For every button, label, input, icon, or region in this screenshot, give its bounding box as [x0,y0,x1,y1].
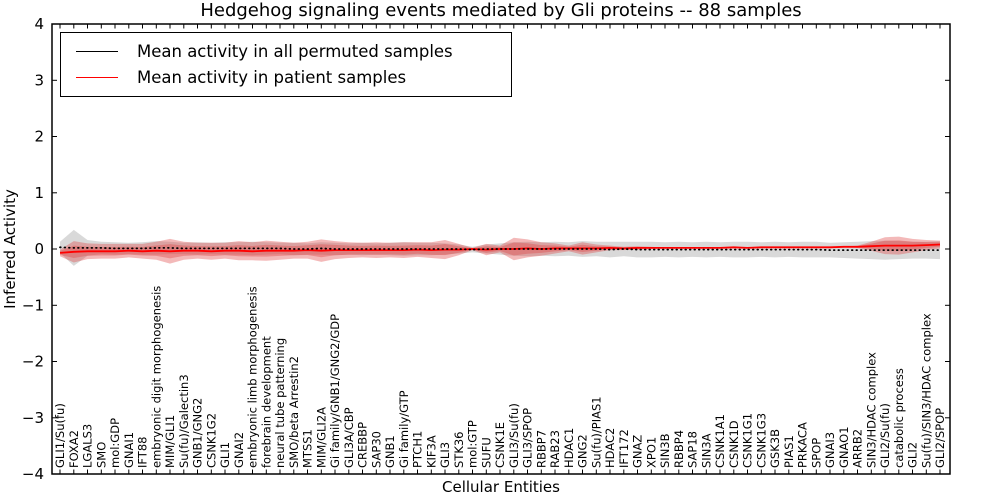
x-tick-label: GSK3B [768,429,782,468]
x-tick-label: GLI3 [438,442,452,468]
x-tick-label: GLI3A/CBP [342,407,356,468]
x-tick-label: SIN3B [658,433,672,468]
x-tick-label: RBBP4 [672,430,686,468]
x-tick-label: GNAI3 [823,432,837,468]
x-tick-label: LGALS3 [81,424,95,468]
x-tick-label: STK36 [452,432,466,469]
x-tick-label: forebrain development [259,336,273,468]
x-tick-label: CSNK1G1 [741,413,755,468]
legend-entry-permuted: Mean activity in all permuted samples [61,42,511,61]
x-tick-label: mol:GTP [466,420,480,468]
x-tick-label: MIM/GLI1 [163,415,177,468]
x-tick-label: mol:GDP [108,418,122,468]
x-tick-label: neural tube patterning [273,338,287,468]
y-tick-label: 4 [34,15,44,33]
x-tick-label: SMO [95,442,109,468]
x-tick-label: PTCH1 [411,431,425,468]
y-tick-label: −3 [22,409,44,427]
y-tick-label: 1 [34,184,44,202]
x-tick-label: CSNK1A1 [713,414,727,468]
x-tick-label: IFT88 [136,437,150,468]
x-tick-labels: GLI1/Su(fu) FOXA2 LGALS3 SMO mol:GDP GNAI1 IFT… [53,286,947,468]
x-tick-label: IFT172 [617,429,631,468]
y-tick-labels: 4 3 2 1 0 −1 −2 −3 −4 [22,15,44,483]
x-tick-label: GLI3/Su(fu) [507,403,521,468]
y-tick-label: −2 [22,353,44,371]
x-tick-label: GLI2 [906,442,920,468]
legend-line-patient-icon [76,76,118,78]
x-tick-label: catabolic process [892,368,906,468]
x-tick-label: GLI2/Su(fu) [878,403,892,468]
x-tick-label: CREBBP [356,422,370,468]
x-tick-label: GNB1/GNG2 [191,398,205,468]
x-tick-label: SPOP [810,438,824,468]
x-tick-label: XPO1 [645,437,659,468]
x-tick-label: MTSS1 [301,429,315,468]
y-tick-label: 2 [34,128,44,146]
x-tick-label: GNAO1 [837,426,851,468]
y-tick-label: −4 [22,465,44,483]
y-tick-label: 0 [34,240,44,258]
x-tick-label: RBBP7 [535,430,549,468]
x-tick-label: GNAZ [631,435,645,468]
x-tick-label: GLI1/Su(fu) [53,403,67,468]
x-tick-label: ARRB2 [851,429,865,468]
x-tick-label: Gi family/GTP [397,390,411,468]
x-tick-label: embryonic limb morphogenesis [246,286,260,468]
x-tick-label: CSNK1G3 [755,413,769,468]
x-tick-label: KIF3A [424,435,438,468]
legend-entry-patient: Mean activity in patient samples [61,68,511,87]
x-tick-label: Su(fu)/Galectin3 [177,374,191,468]
legend-line-permuted-icon [76,51,118,53]
x-tick-label: HDAC1 [562,428,576,468]
x-tick-label: SMO/beta Arrestin2 [287,356,301,468]
x-tick-label: HDAC2 [603,428,617,468]
x-tick-label: Su(fu)/SIN3/HDAC complex [920,313,934,468]
y-tick-label: −1 [22,296,44,314]
y-axis-label: Inferred Activity [1,189,19,309]
legend-label-patient: Mean activity in patient samples [137,67,407,87]
x-tick-label: GNB1 [383,435,397,468]
x-tick-label: SIN3/HDAC complex [865,352,879,468]
x-axis-label: Cellular Entities [442,478,560,496]
x-tick-label: GNAI1 [122,432,136,468]
chart-title: Hedgehog signaling events mediated by Gl… [200,0,801,21]
x-tick-label: GLI3/SPOP [521,408,535,468]
x-tick-label: GLI1 [218,442,232,468]
permuted-samples-range-band [60,229,940,266]
legend-label-permuted: Mean activity in all permuted samples [137,42,453,62]
x-ticks [59,24,941,474]
x-tick-label: embryonic digit morphogenesis [149,286,163,468]
x-tick-label: GLI2/SPOP [933,408,947,468]
x-tick-label: PIAS1 [782,435,796,468]
x-tick-label: CSNK1E [493,422,507,468]
x-tick-label: CSNK1D [727,420,741,468]
x-tick-label: SAP18 [686,431,700,468]
x-tick-label: MIM/GLI2A [314,407,328,468]
x-tick-label: SIN3A [700,433,714,468]
x-tick-label: PRKACA [796,422,810,468]
x-tick-label: Su(fu)/PIAS1 [590,396,604,468]
y-tick-label: 3 [34,71,44,89]
x-tick-label: FOXA2 [67,430,81,468]
x-tick-label: GNG2 [576,434,590,468]
permuted-mean-line [59,246,941,252]
x-tick-label: Gi family/GNB1/GNG2/GDP [328,314,342,468]
legend: Mean activity in all permuted samples Me… [60,32,512,97]
x-tick-label: GNAI2 [232,432,246,468]
x-tick-label: CSNK1G2 [204,413,218,468]
x-tick-label: SAP30 [369,431,383,468]
x-tick-label: RAB23 [548,430,562,468]
y-ticks [52,23,950,475]
x-tick-label: SUFU [479,437,493,468]
